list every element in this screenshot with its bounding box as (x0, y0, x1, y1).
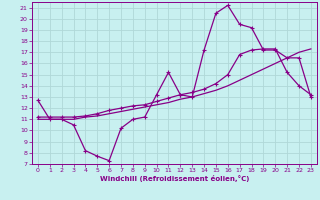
X-axis label: Windchill (Refroidissement éolien,°C): Windchill (Refroidissement éolien,°C) (100, 175, 249, 182)
